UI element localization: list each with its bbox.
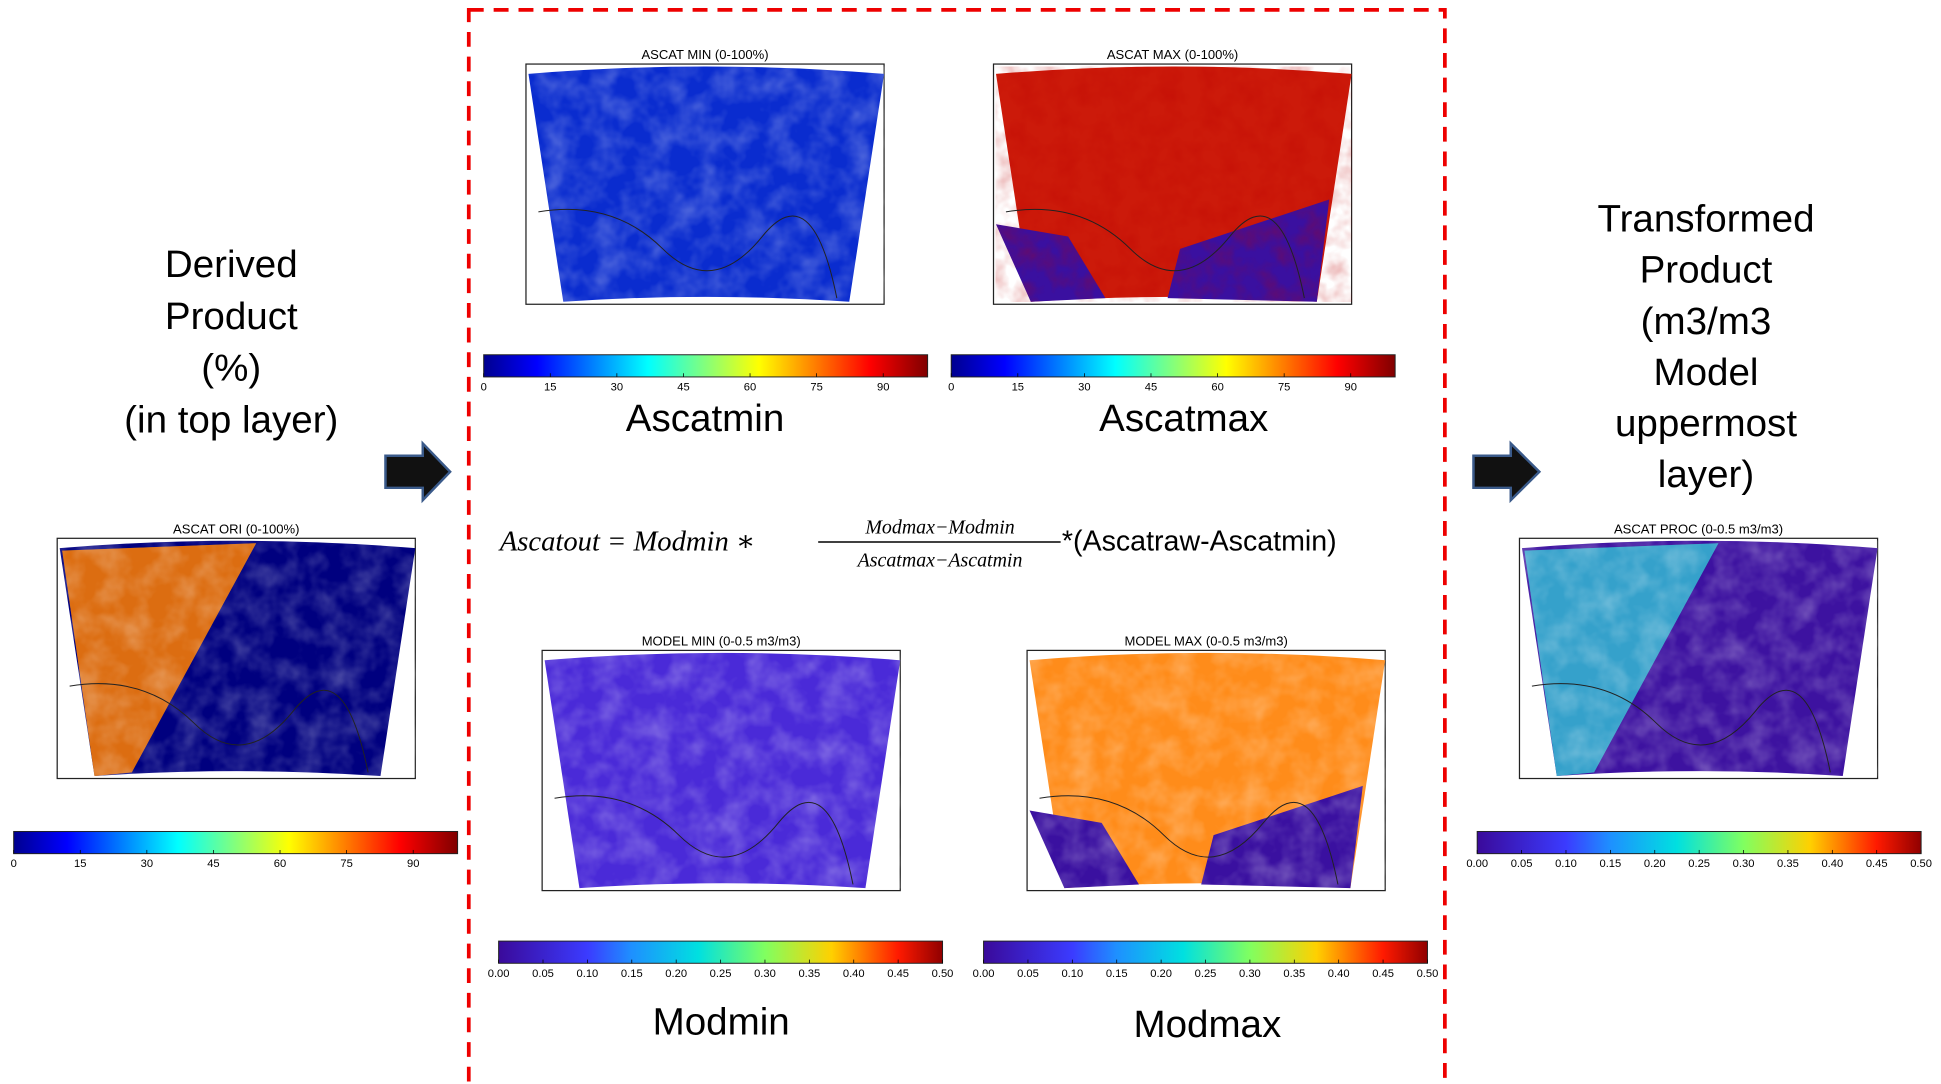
- colorbar-tick-label: 0.00: [488, 968, 510, 980]
- side-label: uppermost: [1615, 402, 1797, 445]
- colorbar-tick-label: 75: [810, 382, 822, 394]
- formula-denominator: Ascatmax−Ascatmin: [856, 550, 1023, 572]
- panel-title: ASCAT MAX (0-100%): [1107, 47, 1238, 62]
- colorbar-tick-label: 60: [744, 382, 756, 394]
- arrow: [385, 443, 450, 500]
- colorbar-tick-label: 0.40: [843, 968, 865, 980]
- colorbar-tick-label: 0.10: [1061, 968, 1083, 980]
- panel-label: Ascatmax: [1099, 397, 1268, 440]
- side-label: layer): [1658, 453, 1754, 496]
- colorbar-tick-label: 15: [74, 858, 86, 870]
- colorbar-tick-label: 0.20: [665, 968, 687, 980]
- colorbar-tick-label: 0.15: [621, 968, 643, 980]
- colorbar-tick-label: 0.05: [1017, 968, 1039, 980]
- colorbar-tick-label: 30: [611, 382, 623, 394]
- formula-lhs: Ascatout = Modmin ∗: [498, 527, 755, 558]
- colorbar-tick-label: 0.05: [1511, 858, 1533, 870]
- colorbar-tick-label: 90: [1345, 382, 1357, 394]
- panel-title: MODEL MIN (0-0.5 m3/m3): [642, 634, 801, 649]
- colorbar-tick-label: 0.30: [754, 968, 776, 980]
- formula: Ascatout = Modmin ∗ Modmax−Modmin Ascatm…: [498, 516, 1337, 571]
- colorbar-tick-label: 0.45: [1372, 968, 1394, 980]
- map-texture: [545, 653, 901, 888]
- colorbar-tick-label: 0.40: [1821, 858, 1843, 870]
- colorbar-tick-label: 0.50: [1417, 968, 1439, 980]
- colorbar-tick-label: 0.45: [1866, 858, 1888, 870]
- side-label: (%): [201, 347, 261, 390]
- map-texture: [60, 541, 416, 776]
- colorbar-tick-label: 45: [1145, 382, 1157, 394]
- map-panel: ASCAT PROC (0-0.5 m3/m3) 0.00 0.05 0.10 0.15…: [1466, 521, 1932, 870]
- panel-title: ASCAT PROC (0-0.5 m3/m3): [1614, 521, 1783, 536]
- colorbar-tick-label: 60: [1211, 382, 1223, 394]
- colorbar-tick-label: 75: [1278, 382, 1290, 394]
- formula-numerator: Modmax−Modmin: [864, 516, 1014, 538]
- panel-title: ASCAT ORI (0-100%): [173, 521, 299, 536]
- page: Ascatout = Modmin ∗ Modmax−Modmin Ascatm…: [0, 0, 1941, 1084]
- side-label: Model: [1654, 351, 1759, 394]
- colorbar-tick-label: 90: [407, 858, 419, 870]
- colorbar-tick-label: 0: [481, 382, 487, 394]
- map-texture: [528, 67, 884, 302]
- colorbar-tick-label: 75: [340, 858, 352, 870]
- colorbar-tick-label: 90: [877, 382, 889, 394]
- side-label: Product: [165, 295, 298, 338]
- colorbar-tick-label: 0.00: [973, 968, 995, 980]
- colorbar-tick-label: 0.10: [1555, 858, 1577, 870]
- colorbar-tick-label: 0.30: [1733, 858, 1755, 870]
- side-label: (m3/m3: [1641, 300, 1772, 343]
- map-panel: MODEL MAX (0-0.5 m3/m3) 0.00 0.05 0.10 0.15 0…: [973, 634, 1439, 1047]
- colorbar-tick-label: 30: [1078, 382, 1090, 394]
- colorbar-tick-label: 15: [1012, 382, 1024, 394]
- formula-rhs: *(Ascatraw-Ascatmin): [1062, 526, 1337, 558]
- colorbar-tick-label: 0.10: [577, 968, 599, 980]
- colorbar-tick-label: 15: [544, 382, 556, 394]
- colorbar-tick-label: 0.35: [798, 968, 820, 980]
- colorbar-tick-label: 0.25: [1195, 968, 1217, 980]
- panel-title: ASCAT MIN (0-100%): [641, 47, 768, 62]
- side-label: (in top layer): [124, 399, 338, 442]
- map-texture: [1030, 653, 1386, 888]
- map-panel: ASCAT ORI (0-100%) 0 15 30 45 60 75 90: [11, 521, 458, 870]
- panel-label: Modmax: [1133, 1003, 1281, 1046]
- figure: Ascatout = Modmin ∗ Modmax−Modmin Ascatm…: [0, 0, 1941, 1084]
- colorbar-tick-label: 30: [141, 858, 153, 870]
- colorbar-tick-label: 0.50: [1910, 858, 1932, 870]
- map-texture: [1522, 541, 1878, 776]
- colorbar-tick-label: 60: [274, 858, 286, 870]
- colorbar-tick-label: 0.45: [887, 968, 909, 980]
- colorbar-tick-label: 0.35: [1777, 858, 1799, 870]
- colorbar-tick-label: 0.20: [1644, 858, 1666, 870]
- arrow: [1473, 443, 1539, 500]
- side-label: Derived: [165, 243, 298, 286]
- colorbar-tick-label: 0.00: [1466, 858, 1488, 870]
- colorbar-tick-label: 0.05: [532, 968, 554, 980]
- panel-title: MODEL MAX (0-0.5 m3/m3): [1124, 634, 1287, 649]
- map-panel: ASCAT MAX (0-100%) 0 15 30 45 60 75 90 Ascatmax: [948, 47, 1395, 440]
- panel-label: Ascatmin: [626, 397, 784, 440]
- colorbar-tick-label: 0.20: [1150, 968, 1172, 980]
- colorbar-tick-label: 0.15: [1106, 968, 1128, 980]
- map-texture: [996, 67, 1352, 302]
- side-label: Product: [1640, 249, 1773, 292]
- colorbar-tick-label: 0.40: [1328, 968, 1350, 980]
- colorbar-tick-label: 0.15: [1599, 858, 1621, 870]
- colorbar-tick-label: 0.30: [1239, 968, 1261, 980]
- colorbar-tick-label: 0: [11, 858, 17, 870]
- colorbar-tick-label: 45: [677, 382, 689, 394]
- colorbar-tick-label: 0: [948, 382, 954, 394]
- colorbar-tick-label: 0.35: [1283, 968, 1305, 980]
- panel-label: Modmin: [653, 1001, 790, 1044]
- map-panel: MODEL MIN (0-0.5 m3/m3) 0.00 0.05 0.10 0.15 0…: [488, 634, 954, 1044]
- colorbar-tick-label: 0.25: [710, 968, 732, 980]
- side-label: Transformed: [1597, 198, 1814, 241]
- colorbar-tick-label: 0.25: [1688, 858, 1710, 870]
- map-panel: ASCAT MIN (0-100%) 0 15 30 45 60 75 90 Ascatmin: [481, 47, 928, 440]
- colorbar-tick-label: 45: [207, 858, 219, 870]
- colorbar-tick-label: 0.50: [932, 968, 954, 980]
